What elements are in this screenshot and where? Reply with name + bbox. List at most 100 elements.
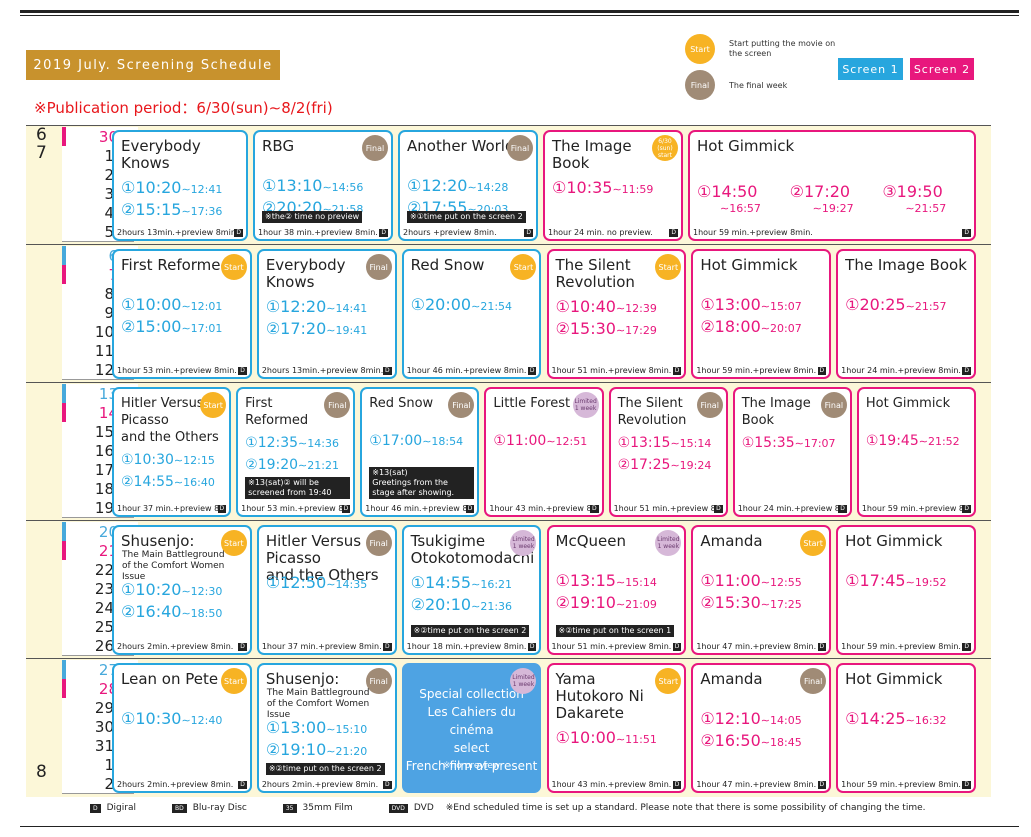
runtime-info: 1hour 24 min.+preview 8min.D	[738, 504, 847, 513]
runtime-text: 1hour 53 min.+preview 8min.	[117, 366, 237, 375]
movie-card[interactable]: Hot Gimmick ①13:00∼15:07 ②18:00∼20:07 1hour…	[691, 249, 832, 379]
movie-card[interactable]: RBG ①13:10∼14:56 ②20:20∼21:58 ※the② time no…	[253, 130, 393, 241]
movie-card[interactable]: Another World ①12:20∼14:28 ②17:55∼20:03 ※①t…	[398, 130, 538, 241]
movie-card[interactable]: Tsukigime Otokotomodachi ①14:55∼16:21 ②20:…	[401, 525, 542, 655]
movie-card[interactable]: The Image Book ①15:35∼17:07 1hour 24 min.+…	[732, 387, 852, 517]
final-badge-icon: Final	[365, 254, 392, 280]
screening-note: ※13(sat) Greetings from the stage after …	[369, 467, 475, 499]
showtime: ①10:35∼11:59	[552, 178, 653, 197]
start-time: ①12:10	[700, 709, 761, 728]
start-badge-icon: Start	[655, 668, 682, 694]
showtime: ①17:00∼18:54	[369, 433, 463, 449]
runtime-text: 1hour 18 min.+preview 8min.	[406, 642, 527, 651]
runtime-text: 1hour 47 min.+preview 8min.	[696, 780, 817, 789]
movie-card[interactable]: Yama Hutokoro Ni Dakarete ①10:00∼11:51 1ho…	[546, 663, 687, 793]
movie-card[interactable]: Hitler Versus Picasso and the Others ①10:…	[112, 387, 232, 517]
end-time: ∼14:05	[760, 714, 802, 727]
runtime-text: 1hour 43 min.+preview 8min.	[551, 780, 672, 789]
showtime: ①10:00∼12:01	[121, 295, 222, 314]
showtime: ①10:40∼12:39	[556, 297, 657, 316]
movie-card[interactable]: Lean on Pete ①10:30∼12:40 2hours 2min.+pre…	[112, 663, 252, 793]
final-badge-icon: Final	[696, 392, 723, 418]
start-badge-icon: Start	[220, 254, 247, 280]
movie-card[interactable]: McQueen ①13:15∼15:14 ②19:10∼21:09 ※②time pu…	[546, 525, 687, 655]
digital-format-badge: D	[527, 366, 537, 375]
start-time: ①10:20	[121, 178, 182, 197]
movie-card[interactable]: Hot Gimmick ①19:45∼21:52 1hour 59 min.+pre…	[856, 387, 976, 517]
start-time: ②16:50	[700, 731, 761, 750]
showtime: ②15:30∼17:25	[700, 593, 801, 612]
showtime: ①14:50	[697, 182, 758, 201]
runtime-text: 2hours +preview 8min.	[403, 228, 497, 237]
end-time: ∼17:29	[615, 324, 657, 337]
showtime: ②19:10∼21:09	[556, 593, 657, 612]
movie-card[interactable]: Red Snow ①20:00∼21:54 1hour 46 min.+previe…	[401, 249, 542, 379]
showtime: ①13:00∼15:10	[266, 718, 367, 737]
movie-title: First Reformed	[121, 256, 231, 274]
end-time: ∼15:07	[760, 300, 802, 313]
movie-card[interactable]: Amanda ①12:10∼14:05 ②16:50∼18:45 1hour 47 m…	[691, 663, 832, 793]
runtime-info: 1hour 51 min.+preview 8min.D	[552, 642, 682, 651]
start-time: ①17:45	[845, 571, 906, 590]
movie-card[interactable]: The Image Book ①10:35∼11:59 1hour 24 min. …	[543, 130, 683, 241]
runtime-info: 1hour 53 min.+preview 8min.D	[117, 366, 247, 375]
format-legend: D Digiral BD Blu-ray Disc 35 35mm Film D…	[90, 803, 926, 813]
movie-title: RBG	[262, 137, 295, 155]
movie-title: The Image Book	[845, 256, 967, 274]
start-time: ①11:00	[493, 433, 547, 449]
movie-card[interactable]: Hot Gimmick ①17:45∼19:52 1hour 59 min.+pre…	[836, 525, 976, 655]
movie-card[interactable]: Shusenjo: The Main Battleground of the Co…	[256, 663, 397, 793]
runtime-info: 1hour 38 min.+preview 8min. D	[258, 228, 388, 237]
movie-card[interactable]: The Silent Revolution ①13:15∼15:14 ②17:25∼…	[608, 387, 728, 517]
movie-card[interactable]: Shusenjo: The Main Battleground of the Co…	[112, 525, 252, 655]
movie-card[interactable]: Everybody Knows ①12:20∼14:41 ②17:20∼19:41 2…	[256, 249, 397, 379]
start-time: ①15:35	[741, 435, 795, 451]
movie-title: The Image Book	[552, 137, 632, 172]
runtime-info: 1hour 51 min.+preview 8min.D	[552, 366, 682, 375]
movie-card[interactable]: Everybody Knows ①10:20∼12:41 ②15:15∼17:36 2…	[112, 130, 248, 241]
start-badge-icon: Start	[510, 254, 537, 280]
start-time: ①14:55	[410, 573, 472, 592]
movie-card[interactable]: Hitler Versus Picasso and the Others ①12:…	[256, 525, 397, 655]
showtime: ②17:20	[789, 182, 851, 201]
showtime: ①12:20∼14:41	[266, 297, 367, 316]
movie-card[interactable]: The Image Book ①20:25∼21:57 1hour 24 min.+…	[836, 249, 976, 379]
start-time: ①10:30	[121, 709, 182, 728]
end-time: ∼16:57	[720, 202, 761, 215]
movie-card[interactable]: The Silent Revolution ①10:40∼12:39 ②15:30∼…	[546, 249, 687, 379]
movie-card[interactable]: Hot Gimmick ①14:50 ∼16:57 ②17:20 ∼19:27 ③19:5…	[688, 130, 976, 241]
showtime: ①20:00∼21:54	[411, 295, 512, 314]
day-number: 18	[94, 479, 114, 498]
runtime-info: 2hours +preview 8min. D	[403, 228, 533, 237]
movie-subtitle: The Main Battleground of the Comfort Wom…	[266, 688, 370, 720]
showtime: ①14:55∼16:21	[411, 573, 512, 592]
start-badge-icon: Start	[220, 668, 247, 694]
end-time: ∼19:52	[905, 576, 947, 589]
runtime-info: 2hours 13min.+preview 8min. D	[117, 228, 243, 237]
digital-format-badge: D	[238, 780, 247, 789]
digital-format-badge: D	[238, 366, 247, 375]
movie-card[interactable]: First Reformed ①12:35∼14:36 ②19:20∼21:21 ※1…	[236, 387, 356, 517]
end-time: ∼18:54	[422, 435, 464, 448]
day-number: 31	[94, 736, 114, 755]
movie-card[interactable]: Special collection Les Cahiers du cinéma…	[401, 663, 542, 793]
movie-title: Shusenjo:	[121, 532, 195, 550]
movie-card[interactable]: Little Forest ①11:00∼12:51 1hour 43 min.+p…	[484, 387, 604, 517]
showtime: ②17:25∼19:24	[618, 457, 712, 473]
movie-card[interactable]: Red Snow ①17:00∼18:54 ※13(sat) Greetings f…	[360, 387, 480, 517]
runtime-text: 2hours 2min.+preview 8min.	[261, 780, 379, 789]
digital-format-badge: D	[527, 642, 537, 651]
end-time: ∼12:40	[181, 714, 223, 727]
digital-format-badge: D	[817, 642, 827, 651]
end-time: ∼21:57	[905, 202, 947, 215]
runtime-info: 2hours 2min.+preview 8min. D	[117, 780, 247, 789]
start-time: ②19:20	[245, 457, 299, 473]
runtime-info: 1hour 59 min.+preview 8min.D	[696, 366, 827, 375]
movie-card[interactable]: First Reformed ①10:00∼12:01 ②15:00∼17:01 1h…	[112, 249, 252, 379]
movie-title: Shusenjo:	[265, 670, 340, 688]
digital-format-badge: D	[341, 504, 351, 513]
movie-card[interactable]: Amanda ①11:00∼12:55 ②15:30∼17:25 1hour 47 m…	[691, 525, 832, 655]
showtime: ①13:00∼15:07	[700, 295, 801, 314]
movie-card[interactable]: Hot Gimmick ①14:25∼16:32 1hour 59 min.+pre…	[836, 663, 976, 793]
legend-start-text: Start putting the movie on the screen	[729, 39, 836, 58]
